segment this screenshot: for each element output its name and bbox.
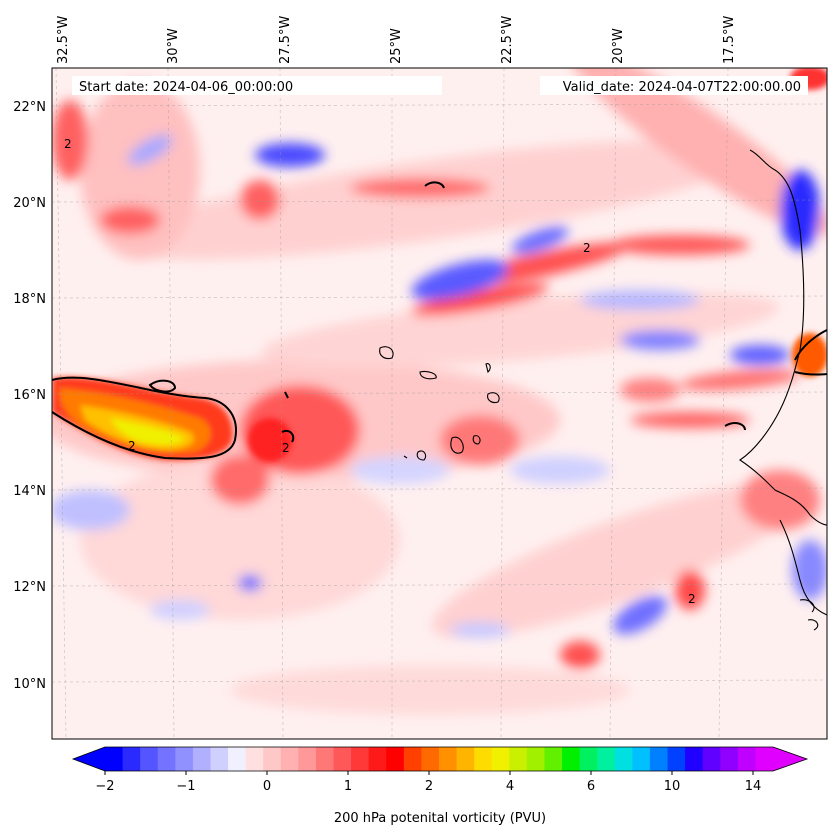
coastlines bbox=[379, 149, 827, 631]
colorbar bbox=[71, 746, 809, 775]
colorbar-tick-label: 0 bbox=[263, 779, 271, 794]
colorbar-segment bbox=[228, 747, 247, 771]
contour-label: 2 bbox=[128, 439, 136, 453]
colorbar-tick-label: 6 bbox=[587, 779, 595, 794]
lat-tick-label: 14°N bbox=[13, 484, 46, 499]
lon-tick-label: 25°W bbox=[389, 28, 404, 64]
colorbar-segment bbox=[368, 747, 387, 771]
colorbar-segment bbox=[263, 747, 282, 771]
colorbar-segment bbox=[491, 747, 510, 771]
colorbar-segment bbox=[562, 747, 581, 771]
colorbar-extend-max bbox=[773, 747, 807, 771]
lat-tick-label: 22°N bbox=[13, 100, 46, 115]
colorbar-segment bbox=[755, 747, 774, 771]
colorbar-segment bbox=[245, 747, 264, 771]
colorbar-segment bbox=[351, 747, 370, 771]
colorbar-segment bbox=[403, 747, 422, 771]
lon-tick-label: 32.5°W bbox=[56, 16, 71, 64]
valid-date-label: Valid_date: 2024-04-07T22:00:00.00 bbox=[563, 80, 801, 95]
colorbar-segment bbox=[175, 747, 194, 771]
valid-date-box bbox=[540, 76, 808, 95]
colorbar-segment bbox=[526, 747, 545, 771]
colorbar-segment bbox=[439, 747, 458, 771]
start-date-label: Start date: 2024-04-06_00:00:00 bbox=[79, 80, 293, 95]
colorbar-segment bbox=[456, 747, 475, 771]
lon-tick-label: 27.5°W bbox=[278, 16, 293, 64]
colorbar-segment bbox=[667, 747, 686, 771]
colorbar-tick-label: 1 bbox=[344, 779, 352, 794]
lat-tick-label: 10°N bbox=[13, 677, 46, 692]
colorbar-tick-label: 2 bbox=[425, 779, 433, 794]
colorbar-label: 200 hPa potenital vorticity (PVU) bbox=[334, 811, 546, 826]
high-pv-blob bbox=[52, 68, 827, 462]
colorbar-tick-label: −1 bbox=[176, 779, 195, 794]
start-date-box bbox=[72, 76, 442, 95]
colorbar-extend-min bbox=[73, 747, 105, 771]
contour-labels: 2 2 2 2 2 bbox=[64, 137, 696, 606]
contour-label: 2 bbox=[282, 441, 290, 455]
colorbar-segment bbox=[122, 747, 141, 771]
colorbar-segment bbox=[649, 747, 669, 771]
contour-label: 2 bbox=[688, 592, 696, 606]
colorbar-segment bbox=[720, 747, 739, 771]
lon-tick-labels: 32.5°W 30°W 27.5°W 25°W 22.5°W 20°W 17.5… bbox=[56, 16, 737, 64]
colorbar-segment bbox=[105, 747, 124, 771]
colorbar-tick-label: 10 bbox=[664, 779, 681, 794]
colorbar-segment bbox=[685, 747, 704, 771]
colorbar-tick-label: 14 bbox=[745, 779, 762, 794]
lon-tick-label: 20°W bbox=[611, 28, 626, 64]
colorbar-segment bbox=[597, 747, 616, 771]
contour-label: 2 bbox=[583, 241, 591, 255]
colorbar-segment bbox=[632, 747, 651, 771]
map-frame bbox=[51, 67, 828, 740]
lat-tick-label: 16°N bbox=[13, 388, 46, 403]
pv-2-contours bbox=[52, 181, 827, 460]
colorbar-segment bbox=[421, 747, 440, 771]
contour-label: 2 bbox=[64, 137, 72, 151]
colorbar-segment bbox=[544, 747, 563, 771]
lat-tick-label: 12°N bbox=[13, 580, 46, 595]
colorbar-tick-label: −2 bbox=[95, 779, 114, 794]
colorbar-segment bbox=[509, 747, 528, 771]
colorbar-segment bbox=[737, 747, 756, 771]
lon-tick-label: 30°W bbox=[166, 28, 181, 64]
lon-tick-label: 22.5°W bbox=[500, 16, 515, 64]
colorbar-tick-label: 4 bbox=[506, 779, 514, 794]
colorbar-segment bbox=[579, 747, 598, 771]
graticule bbox=[52, 68, 827, 739]
colorbar-segment bbox=[140, 747, 159, 771]
colorbar-ticks: −2 −1 0 1 2 4 6 10 14 bbox=[95, 779, 761, 794]
colorbar-segment bbox=[280, 747, 299, 771]
colorbar-segment bbox=[333, 747, 352, 771]
colorbar-segment bbox=[474, 747, 493, 771]
colorbar-segment bbox=[702, 747, 721, 771]
colorbar-segment bbox=[315, 747, 335, 771]
colorbar-segment bbox=[614, 747, 633, 771]
map-panel bbox=[52, 68, 827, 739]
colorbar-segment bbox=[157, 747, 176, 771]
colorbar-segment bbox=[298, 747, 317, 771]
colorbar-segment bbox=[192, 747, 211, 771]
lon-tick-label: 17.5°W bbox=[722, 16, 737, 64]
lat-tick-label: 20°N bbox=[13, 196, 46, 211]
colorbar-segment bbox=[210, 747, 229, 771]
lat-tick-label: 18°N bbox=[13, 292, 46, 307]
lat-tick-labels: 22°N 20°N 18°N 16°N 14°N 12°N 10°N bbox=[13, 100, 46, 692]
colorbar-segment bbox=[386, 747, 405, 771]
